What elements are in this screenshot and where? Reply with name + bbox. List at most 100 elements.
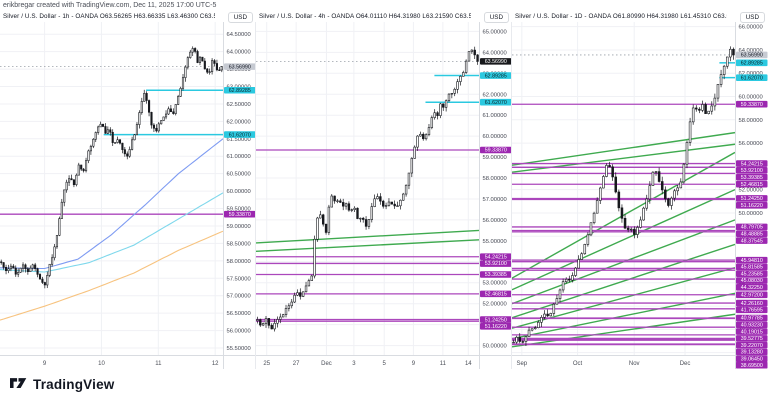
price-badge	[224, 86, 256, 94]
price-badge-label: 63.56990	[229, 64, 251, 70]
price-tick-label: 62.00000	[483, 92, 507, 98]
price-tick-label: 60.50000	[227, 172, 251, 178]
chart-header-1h: Silver / U.S. Dollar - 1h - OANDA O63.56…	[0, 11, 256, 23]
price-tick-label: 62.50000	[227, 102, 251, 108]
price-badge-label: 39.06450	[741, 356, 763, 362]
attribution-text: erikbregar created with TradingView.com,…	[3, 2, 217, 9]
price-badge-label: 59.33870	[741, 102, 763, 108]
grid	[0, 22, 223, 355]
price-tick-label: 53.00000	[483, 281, 507, 287]
price-badge	[736, 314, 768, 322]
price-badge-label: 44.32250	[741, 285, 763, 291]
price-badge	[736, 59, 768, 67]
price-badge	[736, 195, 768, 202]
price-badge	[736, 237, 768, 244]
price-tick-label: 59.50000	[227, 207, 251, 213]
price-badge-label: 62.89285	[229, 88, 251, 94]
candles	[512, 46, 735, 346]
price-badge	[736, 361, 768, 369]
price-badge-label: 59.33870	[229, 212, 251, 218]
price-tick-label: 58.50000	[227, 241, 251, 247]
price-badge-label: 52.46815	[485, 292, 507, 298]
price-badge	[736, 230, 768, 238]
price-badge-label: 52.46815	[741, 182, 763, 188]
time-tick-label: 5	[383, 361, 387, 367]
price-badge	[736, 256, 768, 264]
price-badge-label: 63.56990	[741, 53, 763, 59]
symbol-ohlc-text[interactable]: Silver / U.S. Dollar - 1h - OANDA O63.56…	[3, 13, 215, 20]
price-badge-label: 62.89285	[741, 61, 763, 67]
price-badge-label: 40.97785	[741, 316, 763, 322]
price-tick-label: 55.00000	[483, 239, 507, 245]
price-tick-label: 56.50000	[227, 311, 251, 317]
price-badge	[224, 63, 256, 70]
price-badge-label: 61.62070	[741, 75, 763, 81]
price-badge-label: 45.23585	[741, 271, 763, 277]
price-badge-label: 51.24250	[741, 196, 763, 202]
price-badge-label: 42.97200	[741, 292, 763, 298]
price-tick-label: 63.50000	[227, 67, 251, 73]
time-tick-label: Dec	[321, 361, 332, 367]
price-badge	[736, 201, 768, 209]
symbol-ohlc-text[interactable]: Silver / U.S. Dollar - 4h - OANDA O64.01…	[259, 13, 471, 20]
time-tick-label: 9	[412, 361, 416, 367]
price-tick-label: 62.00000	[739, 71, 763, 77]
price-badge-label: 39.22070	[741, 343, 763, 349]
price-axis[interactable]: 64.5000064.0000063.5000063.0000062.50000…	[227, 32, 251, 352]
chart-panel-1d: Silver / U.S. Dollar - 1D - OANDA O61.80…	[512, 11, 768, 369]
time-tick-label: 10	[98, 361, 105, 367]
time-tick-label: 11	[440, 361, 447, 367]
price-badge	[736, 173, 768, 181]
currency-button[interactable]: USD	[227, 12, 253, 23]
price-badge-label: 53.92100	[741, 168, 763, 174]
chart-header-4h: Silver / U.S. Dollar - 4h - OANDA O64.01…	[256, 11, 512, 23]
symbol-ohlc-text[interactable]: Silver / U.S. Dollar - 1D - OANDA O61.80…	[515, 13, 727, 20]
price-tick-label: 60.00000	[483, 134, 507, 140]
grid	[256, 22, 479, 355]
price-badge-label: 38.69500	[741, 363, 763, 369]
currency-button[interactable]: USD	[483, 12, 509, 23]
ma-lines	[0, 138, 223, 321]
time-axis[interactable]: 9 10 11 12	[43, 361, 219, 367]
footer-bar: TradingView	[0, 369, 768, 400]
price-tick-label: 64.00000	[227, 50, 251, 56]
price-badge	[480, 316, 512, 323]
price-tick-label: 60.00000	[227, 189, 251, 195]
price-badge-label: 39.52775	[741, 336, 763, 342]
price-badge-label: 40.93230	[741, 322, 763, 328]
chart-canvas-1h[interactable]: 64.5000064.0000063.5000063.0000062.50000…	[0, 22, 256, 369]
price-badge-label: 51.16220	[485, 324, 507, 330]
price-tick-label: 59.00000	[483, 155, 507, 161]
time-tick-label: 9	[43, 361, 47, 367]
price-tick-label: 52.00000	[483, 302, 507, 308]
price-badge-label: 48.79705	[741, 225, 763, 231]
time-axis[interactable]: 25 27 Dec 3 5 9 11 14	[263, 361, 472, 367]
price-tick-label: 57.50000	[227, 276, 251, 282]
price-badge-label: 45.81585	[741, 265, 763, 271]
price-badge-label: 41.76595	[741, 308, 763, 314]
price-badge	[736, 180, 768, 188]
time-tick-label: Sep	[516, 361, 527, 367]
price-badge	[736, 270, 768, 278]
price-badge-label: 51.16220	[741, 203, 763, 209]
price-badge	[736, 284, 768, 291]
candles	[256, 46, 479, 332]
tradingview-logo-icon[interactable]	[10, 377, 27, 392]
chart-canvas-1d[interactable]: 66.00000 64.00000 62.00000 60.00000 58.00000…	[512, 22, 768, 369]
price-tick-label: 58.00000	[483, 176, 507, 182]
chart-canvas-4h[interactable]: 65.0000064.0000063.0000062.0000061.00000…	[256, 22, 512, 369]
tradingview-wordmark[interactable]: TradingView	[33, 377, 115, 392]
price-tick-label: 50.00000	[739, 211, 763, 217]
price-badges: 63.56990 62.89285 61.62070 59.33870 54.24215…	[480, 58, 512, 330]
currency-button[interactable]: USD	[739, 12, 765, 23]
price-badge-label: 39.13280	[741, 350, 763, 356]
price-level-lines	[0, 89, 223, 215]
price-badge	[736, 306, 768, 314]
time-axis[interactable]: Sep Oct Nov Dec	[516, 361, 690, 367]
chart-grid: Silver / U.S. Dollar - 1h - OANDA O63.56…	[0, 11, 768, 369]
price-tick-label: 57.00000	[483, 197, 507, 203]
price-badge	[736, 328, 768, 335]
price-badge-label: 62.89285	[485, 73, 507, 79]
price-badge-label: 40.19015	[741, 329, 763, 335]
price-tick-label: 56.00000	[227, 329, 251, 335]
